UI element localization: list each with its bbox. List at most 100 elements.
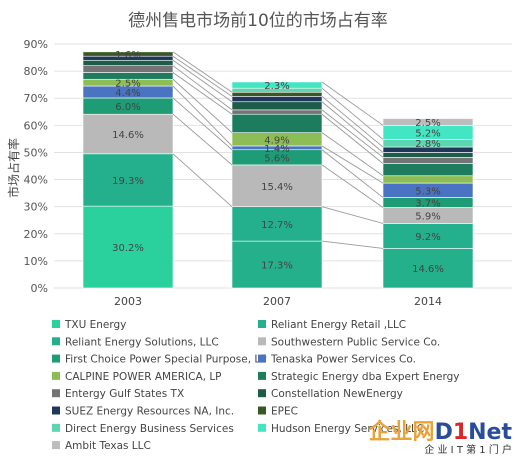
connector-line xyxy=(321,206,384,224)
legend-swatch xyxy=(258,354,266,363)
x-tick-label: 2003 xyxy=(114,295,142,308)
bar-segment xyxy=(382,175,474,184)
legend-label: Reliant Energy Retail ,LLC xyxy=(271,319,406,331)
data-label: 19.3% xyxy=(112,176,144,187)
y-tick-label: 40% xyxy=(24,174,48,187)
legend-swatch xyxy=(52,354,60,363)
y-tick-label: 10% xyxy=(24,255,48,268)
bar-segment xyxy=(82,113,174,155)
bar-segment xyxy=(82,65,174,73)
data-label: 4.4% xyxy=(115,88,140,99)
legend-swatch xyxy=(258,406,266,415)
bar-segment xyxy=(382,152,474,158)
connector-line xyxy=(321,149,384,198)
y-tick-label: 30% xyxy=(24,201,48,214)
connector-line xyxy=(172,153,233,208)
chart-title: 德州售电市场前10位的市场占有率 xyxy=(128,11,388,31)
legend-label: Entergy Gulf States TX xyxy=(65,388,184,400)
y-tick-label: 50% xyxy=(24,146,48,159)
data-label: 30.2% xyxy=(112,243,144,254)
legend-label: TXU Energy xyxy=(64,319,126,331)
data-label: 2.3% xyxy=(264,81,289,92)
connector-line xyxy=(172,59,233,103)
data-label: 14.6% xyxy=(412,264,444,275)
y-tick-label: 80% xyxy=(24,65,48,78)
legend-swatch xyxy=(52,320,60,328)
data-label: 3.7% xyxy=(415,198,440,209)
bar-segment xyxy=(231,101,323,111)
data-label: 6.0% xyxy=(115,102,140,113)
x-tick-label: 2007 xyxy=(263,295,291,308)
connector-line xyxy=(321,109,384,158)
data-label: 5.9% xyxy=(415,211,440,222)
connector-line xyxy=(321,81,384,126)
bar-segment xyxy=(382,163,474,177)
watermark-tagline: 企 业 I T 第 1 门 户 xyxy=(424,445,512,456)
legend-label: Southwestern Public Service Co. xyxy=(271,336,440,348)
bar-segment xyxy=(231,91,323,97)
legend-label: Hudson Energy Services, LLC xyxy=(271,423,424,435)
bar-segment xyxy=(382,118,474,126)
y-tick-label: 0% xyxy=(31,282,48,295)
bar-segment xyxy=(231,206,323,242)
connector-line xyxy=(172,55,233,97)
bar-segment xyxy=(231,113,323,133)
legend-label: Strategic Energy dba Expert Energy xyxy=(271,371,460,383)
data-label: 4.9% xyxy=(264,135,289,146)
bar-segment xyxy=(82,51,174,57)
watermark-brand-left: 企业网 xyxy=(368,420,435,445)
watermark-brand-net: Net xyxy=(468,420,512,445)
legend-label: Direct Energy Business Services xyxy=(65,423,234,435)
legend-label: CALPINE POWER AMERICA, LP xyxy=(65,371,222,383)
data-label: 5.3% xyxy=(415,186,440,197)
legend-label: Constellation NewEnergy xyxy=(271,388,403,400)
y-tick-label: 70% xyxy=(24,92,48,105)
connector-line xyxy=(321,95,384,148)
data-label: 2.5% xyxy=(415,118,440,129)
data-label: 1.4% xyxy=(264,144,289,155)
connector-line xyxy=(172,51,233,93)
bar-segment xyxy=(231,96,323,103)
connector-line xyxy=(321,145,384,184)
connector-line xyxy=(321,101,384,153)
y-tick-label: 90% xyxy=(24,38,48,51)
data-label: 15.4% xyxy=(261,182,293,193)
data-label: 1.6% xyxy=(115,50,140,61)
connector-line xyxy=(172,85,233,147)
watermark-brand-one: 1 xyxy=(452,420,469,445)
connector-line xyxy=(172,97,233,151)
data-label: 2.8% xyxy=(415,139,440,150)
data-label: 14.6% xyxy=(112,130,144,141)
legend-swatch xyxy=(258,371,266,380)
bar-segment xyxy=(382,157,474,164)
legend-swatch xyxy=(52,423,60,432)
connector-line xyxy=(172,113,233,166)
watermark-logo: 企业网D1Net 企 业 I T 第 1 门 户 xyxy=(369,421,512,457)
legend-swatch xyxy=(258,389,266,398)
bar-segment xyxy=(231,109,323,115)
data-label: 5.2% xyxy=(415,128,440,139)
legend-swatch xyxy=(52,441,60,450)
legend-swatch xyxy=(258,320,266,328)
bar-segment xyxy=(82,59,174,66)
data-label: 5.6% xyxy=(264,153,289,164)
legend-swatch xyxy=(258,423,266,432)
legend-swatch xyxy=(52,371,60,380)
legend-label: Reliant Energy Solutions, LLC xyxy=(65,336,219,348)
bar-segment xyxy=(82,153,174,207)
bar-segment xyxy=(231,240,323,289)
bar-segment xyxy=(382,223,474,249)
legend-swatch xyxy=(52,389,60,398)
bar-segment xyxy=(382,248,474,289)
y-tick-label: 20% xyxy=(24,228,48,241)
legend-label: SUEZ Energy Resources NA, Inc. xyxy=(65,406,234,418)
legend-label: EPEC xyxy=(271,406,298,418)
connector-line xyxy=(321,132,384,177)
legend-label: First Choice Power Special Purpose, LP xyxy=(65,354,267,366)
data-label: 12.7% xyxy=(261,220,293,231)
watermark-brand-d: D xyxy=(434,420,453,445)
data-label: 9.2% xyxy=(415,232,440,243)
connector-line xyxy=(321,87,384,140)
